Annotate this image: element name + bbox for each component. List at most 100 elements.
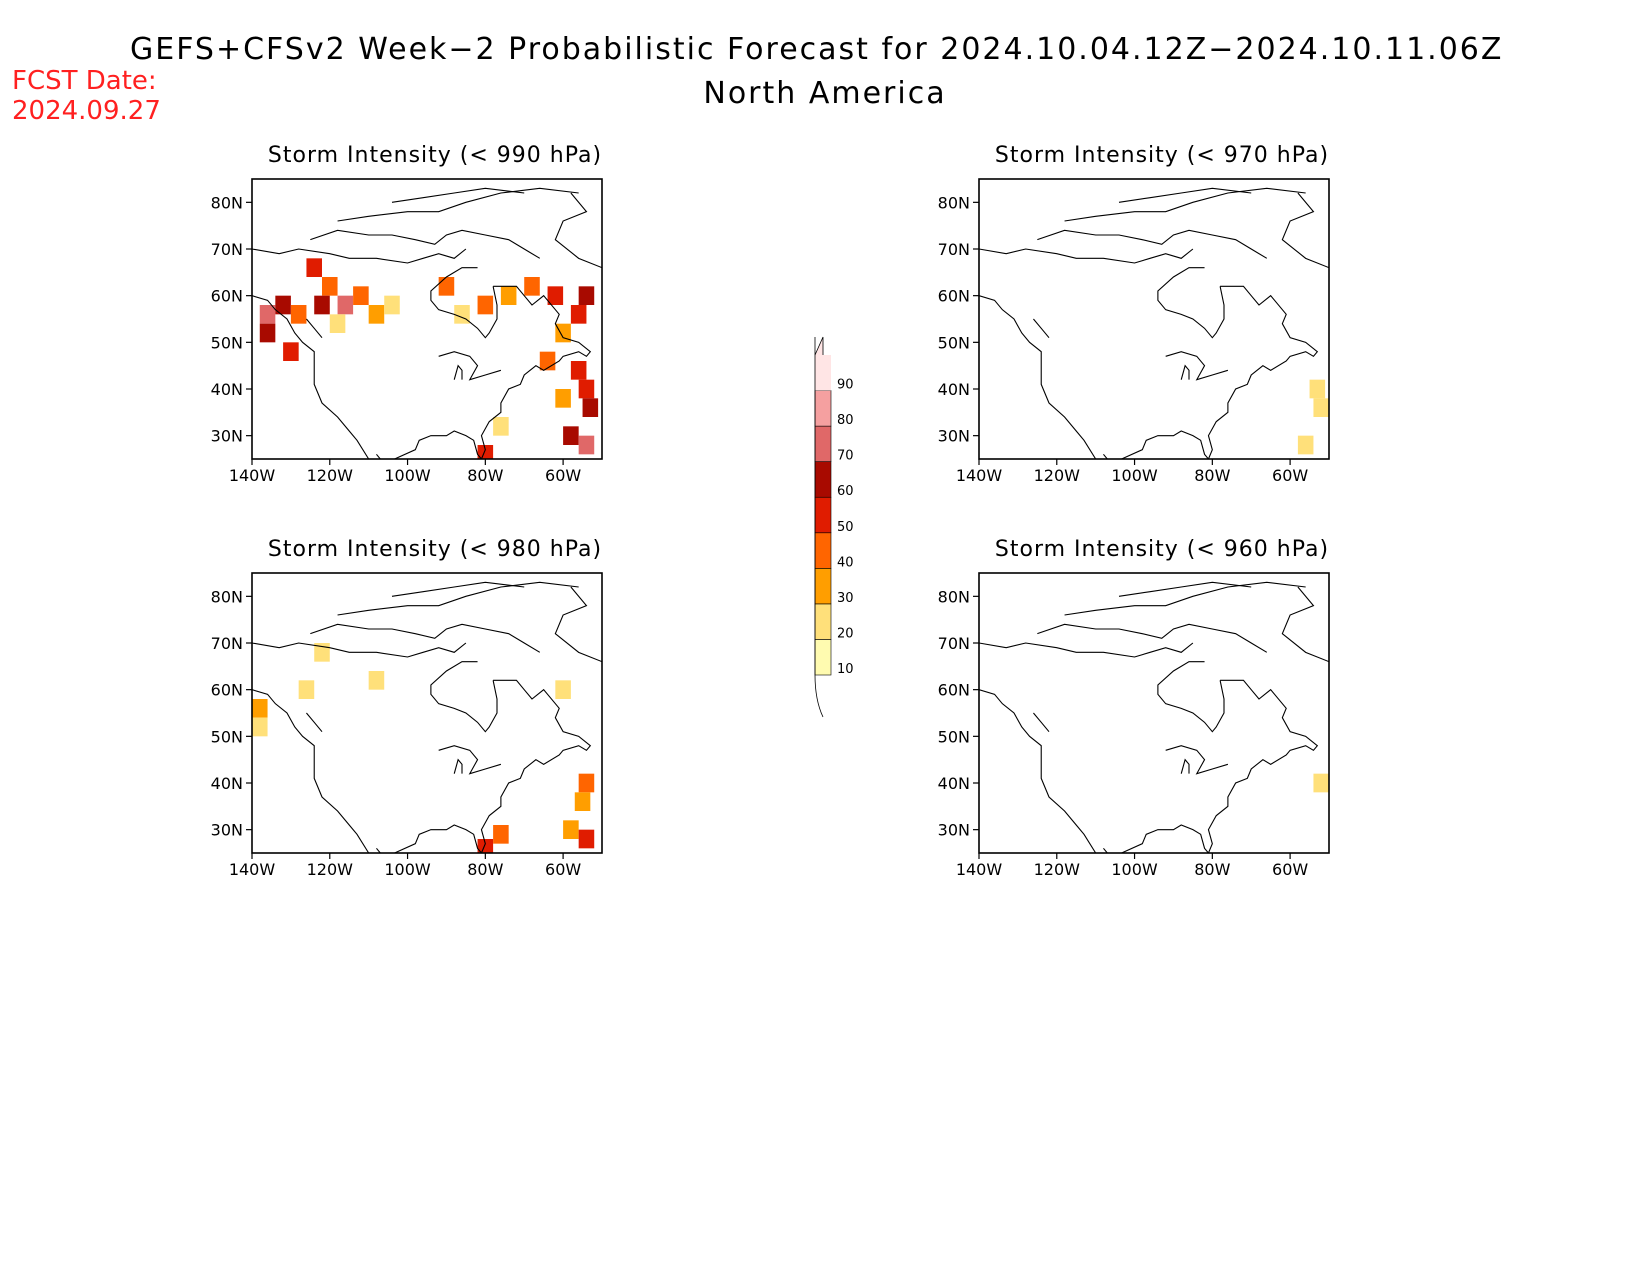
map-panel-990: Storm Intensity (< 990 hPa) 80N 70N 60N 50N… [175, 143, 695, 513]
probability-cell [1309, 379, 1326, 399]
probability-cell [500, 286, 517, 305]
probability-cell [337, 295, 354, 315]
colorbar-label: 70 [837, 449, 854, 464]
probability-cell [322, 277, 338, 296]
colorbar-top-arrow [814, 336, 824, 356]
lon-tick-label: 100W [384, 466, 431, 485]
probability-cell [578, 379, 595, 399]
coastline [376, 679, 592, 853]
probability-cell [1297, 435, 1314, 455]
probability-cell [493, 825, 509, 844]
colorbar-label: 20 [837, 626, 854, 641]
panel-title: Storm Intensity (< 990 hPa) [267, 143, 603, 168]
map-background [252, 179, 602, 459]
lon-tick-label: 120W [307, 860, 354, 879]
probability-cell [555, 323, 571, 343]
probability-cell [578, 773, 595, 793]
lon-tick-label: 140W [229, 860, 276, 879]
probability-cell [563, 820, 579, 839]
coastline [306, 318, 323, 339]
lat-tick-label: 80N [938, 193, 970, 212]
probability-cell [259, 323, 276, 343]
probability-cell [314, 295, 330, 315]
map-svg: 80N 70N 60N 50N 40N 30N 140W 120W 100W 80W 60W [211, 572, 603, 879]
coastline [438, 351, 502, 381]
lon-tick-label: 100W [1111, 466, 1158, 485]
map-panel-960: Storm Intensity (< 960 hPa) 80N 70N 60N 50N… [902, 537, 1422, 907]
map-background [979, 573, 1329, 853]
coastline [1281, 192, 1329, 269]
coastline [1033, 318, 1050, 339]
lon-tick-label: 60W [545, 860, 581, 879]
map-svg: 80N 70N 60N 50N 40N 30N 140W 120W 100W 80W 60W [211, 178, 603, 485]
colorbar-label: 50 [837, 520, 854, 535]
coastline [438, 745, 502, 775]
coastline [1165, 745, 1229, 775]
coastline [1103, 285, 1319, 459]
coastline [252, 295, 370, 459]
lat-tick-label: 60N [938, 681, 970, 700]
colorbar-label: 80 [837, 413, 854, 428]
colorbar-box [814, 568, 832, 605]
probability-cell [314, 643, 330, 662]
coastline [1157, 267, 1225, 339]
probability-cell [477, 445, 494, 459]
lat-tick-label: 30N [211, 821, 243, 840]
map-layer [252, 581, 602, 853]
probability-cell [275, 295, 291, 315]
map-background [252, 573, 602, 853]
coastline [376, 285, 592, 459]
lat-tick-label: 70N [938, 634, 970, 653]
probability-cell [1313, 398, 1329, 417]
probability-cell [555, 389, 571, 408]
colorbar: 10 20 30 40 50 60 70 80 90 [814, 336, 854, 718]
colorbar-box [814, 496, 832, 534]
probability-cell [563, 426, 579, 445]
probability-cell [384, 295, 400, 315]
map-svg: 80N 70N 60N 50N 40N 30N 140W 120W 100W 80W 60W [938, 178, 1330, 485]
lon-tick-label: 140W [956, 860, 1003, 879]
lat-tick-label: 40N [938, 774, 970, 793]
panel-title: Storm Intensity (< 980 hPa) [267, 537, 603, 562]
colorbar-box [815, 355, 831, 391]
lat-tick-label: 60N [211, 681, 243, 700]
lat-tick-label: 50N [211, 333, 243, 352]
lon-tick-label: 60W [1272, 466, 1308, 485]
colorbar-box [814, 639, 832, 676]
lon-tick-label: 80W [467, 860, 503, 879]
lat-tick-label: 80N [211, 193, 243, 212]
forecast-date-label: FCST Date: [12, 66, 157, 96]
coastline [554, 586, 602, 663]
coastline [1180, 758, 1190, 774]
probability-cell [547, 286, 564, 305]
map-frame [978, 572, 1330, 854]
probability-cell [306, 258, 322, 277]
coastline [252, 689, 370, 853]
probability-cell [524, 277, 540, 296]
probability-cell [252, 699, 268, 718]
coastline [430, 267, 498, 339]
colorbar-box [814, 390, 832, 427]
coastline [1033, 712, 1050, 733]
coastline [306, 712, 323, 733]
coastline [337, 581, 579, 616]
probability-cell [570, 361, 587, 380]
probability-cell [578, 829, 595, 849]
coastline [1281, 586, 1329, 663]
coastline [979, 295, 1097, 459]
panel-title: Storm Intensity (< 970 hPa) [994, 143, 1330, 168]
coastline [1037, 623, 1268, 653]
lat-tick-label: 80N [938, 587, 970, 606]
probability-cell [438, 277, 455, 296]
lat-tick-label: 40N [938, 380, 970, 399]
coastline [1165, 351, 1229, 381]
map-svg: 80N 70N 60N 50N 40N 30N 140W 120W 100W 80W 60W [938, 572, 1330, 879]
probability-cell [578, 435, 595, 455]
lat-tick-label: 30N [938, 821, 970, 840]
lon-tick-label: 120W [1034, 860, 1081, 879]
coastline [979, 689, 1097, 853]
map-panel-970: Storm Intensity (< 970 hPa) 80N 70N 60N 50N… [902, 143, 1422, 513]
colorbar-label: 10 [837, 662, 854, 677]
coastline [391, 581, 525, 597]
colorbar-box [814, 425, 832, 462]
